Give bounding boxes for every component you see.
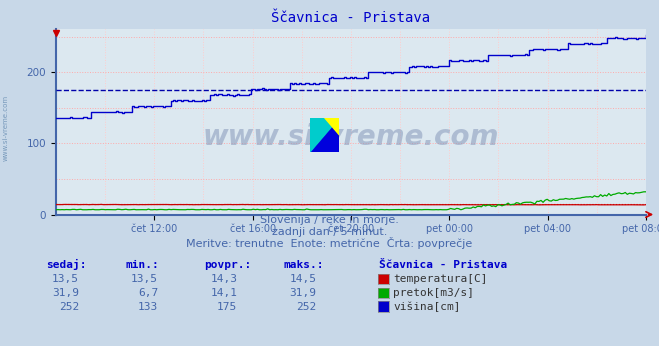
Text: 175: 175 <box>217 302 237 312</box>
Text: Slovenija / reke in morje.: Slovenija / reke in morje. <box>260 215 399 225</box>
Text: sedaj:: sedaj: <box>46 259 86 270</box>
Text: 252: 252 <box>296 302 316 312</box>
Text: maks.:: maks.: <box>283 260 324 270</box>
Text: 14,1: 14,1 <box>210 288 237 298</box>
Title: Ščavnica - Pristava: Ščavnica - Pristava <box>272 11 430 26</box>
Polygon shape <box>310 118 339 152</box>
Text: 13,5: 13,5 <box>52 274 79 284</box>
Text: 133: 133 <box>138 302 158 312</box>
Text: 13,5: 13,5 <box>131 274 158 284</box>
Text: 14,3: 14,3 <box>210 274 237 284</box>
Text: povpr.:: povpr.: <box>204 260 252 270</box>
Polygon shape <box>325 118 339 135</box>
Text: zadnji dan / 5 minut.: zadnji dan / 5 minut. <box>272 227 387 237</box>
Text: min.:: min.: <box>125 260 159 270</box>
Text: Meritve: trenutne  Enote: metrične  Črta: povprečje: Meritve: trenutne Enote: metrične Črta: … <box>186 237 473 249</box>
Text: višina[cm]: višina[cm] <box>393 301 461 312</box>
Text: 31,9: 31,9 <box>289 288 316 298</box>
Text: 31,9: 31,9 <box>52 288 79 298</box>
Polygon shape <box>310 118 339 152</box>
Text: 14,5: 14,5 <box>289 274 316 284</box>
Text: 252: 252 <box>59 302 79 312</box>
Text: www.si-vreme.com: www.si-vreme.com <box>203 123 499 151</box>
Text: 6,7: 6,7 <box>138 288 158 298</box>
Text: www.si-vreme.com: www.si-vreme.com <box>2 95 9 161</box>
Text: temperatura[C]: temperatura[C] <box>393 274 488 284</box>
Text: Ščavnica - Pristava: Ščavnica - Pristava <box>379 260 507 270</box>
Text: pretok[m3/s]: pretok[m3/s] <box>393 288 474 298</box>
